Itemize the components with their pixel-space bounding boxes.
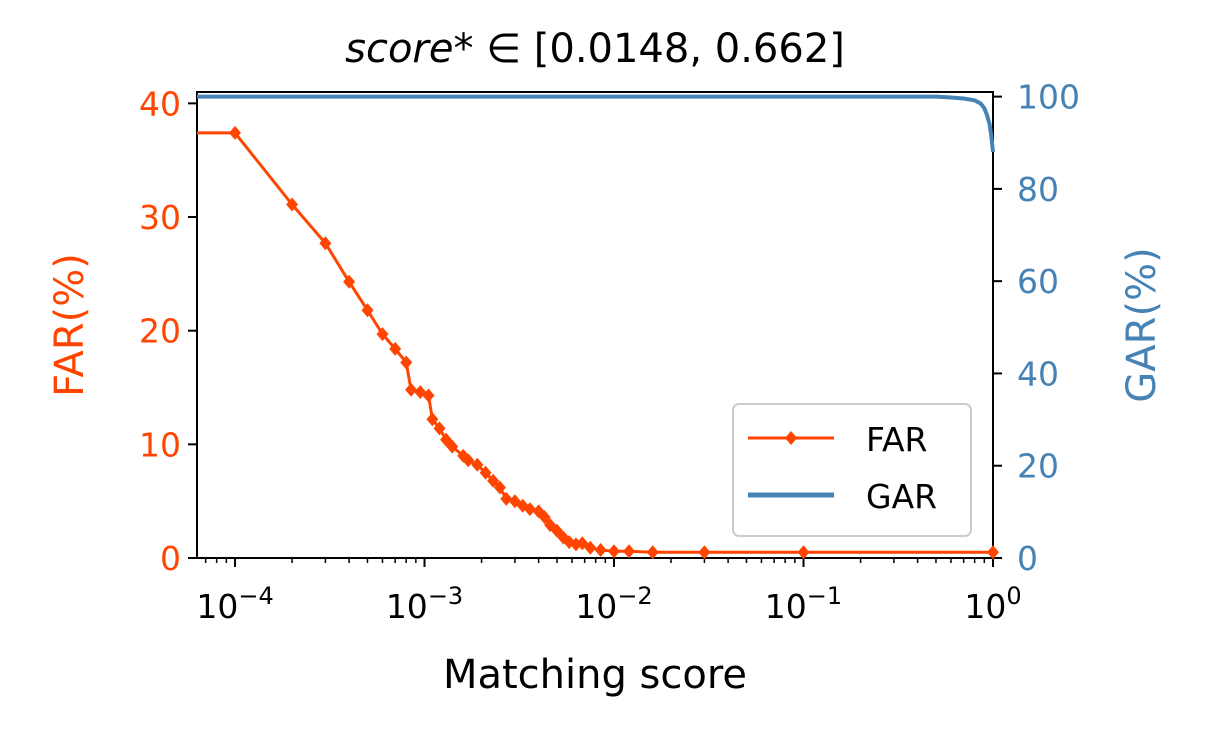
legend-far-label: FAR <box>866 420 927 459</box>
far-point <box>286 197 299 212</box>
far-point <box>623 544 635 559</box>
far-point <box>361 303 374 318</box>
right-y-tick-label: 0 <box>1017 539 1038 578</box>
far-point <box>376 327 389 342</box>
far-point <box>646 545 659 560</box>
far-point <box>426 412 439 427</box>
far-point <box>538 510 551 525</box>
right-y-tick-label: 40 <box>1017 354 1059 393</box>
x-tick-label: 10−1 <box>765 582 842 626</box>
far-point <box>500 491 513 506</box>
legend: FAR GAR <box>732 403 972 537</box>
far-point <box>523 502 536 517</box>
gar-series-line <box>197 94 995 153</box>
far-point <box>479 465 492 480</box>
far-point <box>987 545 999 560</box>
right-y-tick-label: 100 <box>1017 78 1080 117</box>
far-point <box>462 453 475 468</box>
x-tick-label: 100 <box>964 582 1021 626</box>
far-point <box>471 457 484 472</box>
left-y-axis: 0 10 20 30 40 <box>139 84 197 578</box>
left-y-tick-label: 10 <box>139 425 181 464</box>
right-y-tick-label: 80 <box>1017 170 1059 209</box>
legend-box <box>732 403 972 537</box>
far-point <box>594 543 607 557</box>
far-point <box>698 545 711 560</box>
right-y-axis-label: GAR(%) <box>1119 247 1165 402</box>
legend-far-marker <box>785 431 797 445</box>
far-point <box>487 473 500 488</box>
series-layer <box>197 94 999 560</box>
far-point <box>422 388 435 403</box>
far-point <box>446 439 459 454</box>
legend-gar-label: GAR <box>866 477 937 516</box>
left-y-tick-label: 40 <box>139 84 181 123</box>
far-point <box>400 355 413 370</box>
far-point <box>797 545 810 560</box>
chart-title: score* ∈ [0.0148, 0.662] <box>345 26 845 72</box>
x-tick-label: 10−2 <box>575 582 652 626</box>
right-y-tick-label: 60 <box>1017 262 1059 301</box>
far-point <box>608 544 620 559</box>
x-tick-label: 10−4 <box>196 582 273 626</box>
far-point <box>405 382 418 397</box>
left-y-tick-label: 20 <box>139 312 181 351</box>
x-axis-label: Matching score <box>443 652 747 698</box>
far-point <box>389 341 402 356</box>
left-y-tick-label: 0 <box>160 539 181 578</box>
right-y-axis: 0 20 40 60 80 100 <box>993 78 1080 578</box>
far-point <box>343 274 356 289</box>
far-point <box>229 125 241 140</box>
x-axis: 10−4 10−3 10−2 10−1 100 <box>196 558 1022 626</box>
right-y-tick-label: 20 <box>1017 447 1059 486</box>
x-tick-label: 10−3 <box>386 582 463 626</box>
far-point <box>493 480 506 495</box>
left-y-tick-label: 30 <box>139 198 181 237</box>
far-point <box>584 540 597 555</box>
far-point <box>532 504 545 519</box>
far-point <box>551 523 563 538</box>
left-y-axis-label: FAR(%) <box>47 253 93 397</box>
far-point <box>433 421 446 436</box>
far-point <box>319 236 332 251</box>
